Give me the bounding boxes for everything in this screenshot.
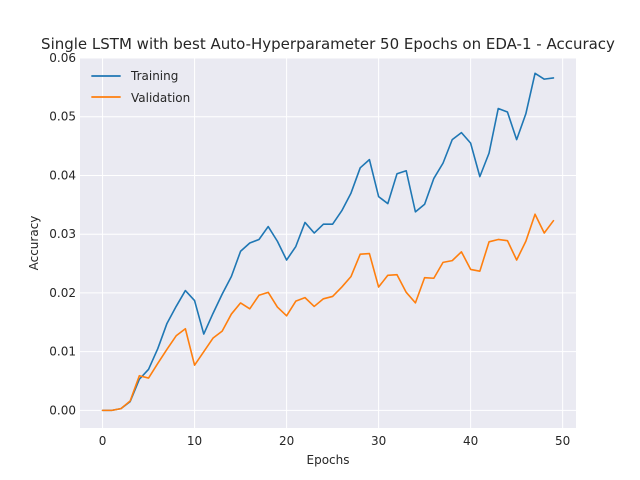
x-axis-label: Epochs <box>307 453 350 467</box>
y-tick-label: 0.00 <box>49 403 76 417</box>
series-line-validation <box>101 213 555 412</box>
y-tick-label: 0.02 <box>49 286 76 300</box>
y-tick-label: 0.01 <box>49 345 76 359</box>
x-tick-label: 0 <box>99 434 107 448</box>
y-tick-label: 0.03 <box>49 227 76 241</box>
chart-title: Single LSTM with best Auto-Hyperparamete… <box>41 35 615 53</box>
y-tick-labels: 0.00 0.01 0.02 0.03 0.04 0.05 0.06 <box>49 51 76 417</box>
x-tick-label: 50 <box>555 434 570 448</box>
series-line-training <box>101 72 555 412</box>
legend-label-validation: Validation <box>131 91 190 105</box>
legend-label-training: Training <box>130 69 178 83</box>
x-tick-label: 10 <box>187 434 202 448</box>
y-axis-label: Accuracy <box>27 216 41 271</box>
x-tick-label: 40 <box>463 434 478 448</box>
x-tick-label: 20 <box>279 434 294 448</box>
series-lines <box>101 72 555 412</box>
legend: Training Validation <box>91 69 190 105</box>
grid <box>80 57 576 428</box>
y-tick-label: 0.04 <box>49 168 76 182</box>
x-tick-labels: 0 10 20 30 40 50 <box>99 434 571 448</box>
plot-area <box>80 58 576 428</box>
x-tick-label: 30 <box>371 434 386 448</box>
y-tick-label: 0.06 <box>49 51 76 65</box>
y-tick-label: 0.05 <box>49 110 76 124</box>
